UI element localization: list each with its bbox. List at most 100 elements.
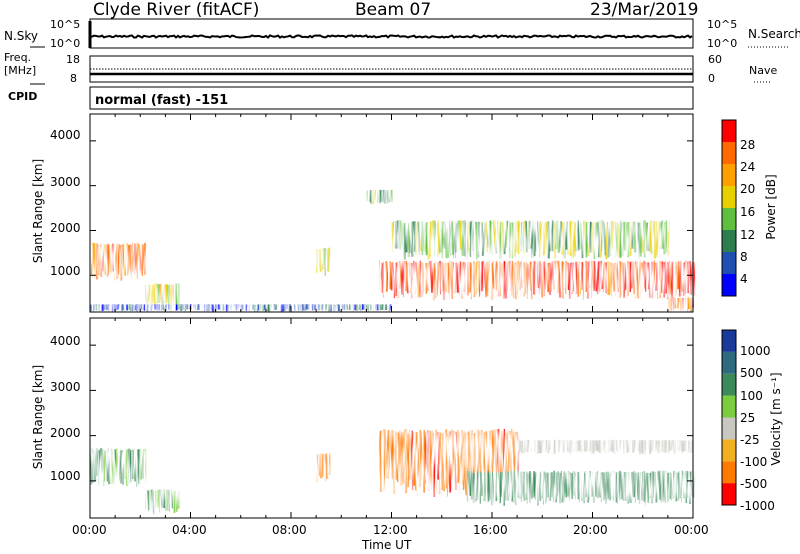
echo-cell [448, 261, 452, 297]
echo-cell [424, 262, 428, 294]
echo-cell [590, 472, 594, 497]
echo-cell [527, 221, 530, 250]
echo-cell [607, 439, 610, 453]
echo-cell [470, 262, 474, 300]
echo-cell [600, 472, 604, 502]
echo-cell [637, 222, 640, 260]
echo-cell [652, 471, 656, 498]
echo-cell [388, 304, 391, 312]
echo-cell [453, 220, 456, 259]
echo-cell [92, 304, 95, 312]
echo-cell [169, 490, 172, 512]
echo-cell [635, 222, 638, 252]
echo-cell [608, 261, 612, 296]
echo-cell [134, 243, 137, 275]
echo-cell [200, 304, 203, 311]
echo-cell [589, 221, 592, 253]
echo-cell [528, 261, 532, 291]
echo-cell [483, 222, 486, 255]
echo-cell [535, 220, 538, 252]
echo-cell [226, 304, 229, 312]
echo-cell [527, 439, 530, 453]
echo-cell [116, 304, 119, 310]
echo-cell [442, 263, 446, 301]
echo-cell [256, 304, 259, 312]
echo-cell [482, 260, 486, 289]
echo-cell [501, 221, 504, 252]
echo-cell [633, 221, 636, 253]
echo-cell [476, 471, 480, 501]
echo-cell [446, 262, 450, 294]
echo-cell [368, 190, 371, 202]
colorbar-swatch [722, 142, 736, 164]
echo-cell [450, 429, 454, 491]
echo-cell [414, 262, 418, 295]
echo-cell [604, 262, 608, 294]
echo-cell [445, 222, 448, 259]
echo-cell [566, 471, 570, 497]
echo-cell [452, 262, 456, 294]
echo-cell [400, 261, 404, 295]
echo-cell [416, 262, 420, 297]
echo-cell [336, 304, 339, 311]
echo-cell [592, 471, 596, 503]
echo-cell [616, 472, 620, 504]
echo-cell [602, 472, 606, 501]
cpid-label: CPID [8, 90, 38, 103]
echo-cell [214, 304, 217, 311]
echo-cell [607, 221, 610, 258]
echo-cell [378, 260, 382, 291]
echo-cell [633, 440, 636, 453]
echo-cell [472, 472, 476, 503]
echo-cell [374, 189, 377, 201]
echo-cell [90, 448, 93, 485]
echo-cell [208, 304, 211, 312]
echo-cell [585, 440, 588, 452]
echo-cell [486, 471, 490, 502]
echo-cell [621, 222, 624, 257]
echo-cell [216, 304, 219, 311]
echo-cell [158, 304, 161, 311]
echo-cell [688, 471, 692, 505]
echo-cell [529, 439, 532, 452]
echo-cell [563, 440, 566, 453]
echo-cell [324, 304, 327, 310]
echo-cell [580, 470, 584, 501]
vel-ytick-2000: 2000 [50, 426, 81, 440]
echo-cell [574, 472, 578, 500]
echo-cell [666, 262, 670, 300]
power-ytick-1000: 1000 [50, 264, 81, 278]
echo-cell [150, 304, 153, 311]
echo-cell [490, 472, 494, 506]
nsky-tick-bottom: 10^0 [50, 37, 81, 50]
echo-cell [366, 190, 369, 202]
echo-cell [145, 285, 148, 308]
echo-cell [544, 472, 548, 504]
echo-cell [600, 260, 604, 289]
echo-cell [90, 304, 93, 312]
echo-cell [120, 450, 123, 484]
echo-cell [286, 304, 289, 310]
echo-cell [433, 220, 436, 256]
echo-cell [577, 220, 580, 251]
echo-cell [484, 262, 488, 298]
echo-cell [320, 453, 323, 479]
echo-cell [250, 304, 253, 312]
echo-cell [149, 284, 152, 306]
echo-cell [466, 261, 470, 296]
echo-cell [622, 472, 626, 501]
echo-cell [507, 221, 510, 252]
echo-cell [425, 222, 428, 256]
echo-cell [426, 430, 430, 491]
echo-cell [436, 262, 440, 296]
echo-cell [648, 262, 652, 298]
vel-cb-tick-m100: -100 [740, 455, 768, 469]
echo-cell [667, 221, 670, 256]
echo-cell [175, 490, 178, 512]
echo-cell [388, 189, 391, 202]
echo-cell [272, 304, 275, 312]
power-cb-tick-20: 20 [740, 182, 756, 196]
echo-cell [635, 439, 638, 452]
echo-cell [521, 440, 524, 454]
nsky-frame [89, 18, 694, 49]
